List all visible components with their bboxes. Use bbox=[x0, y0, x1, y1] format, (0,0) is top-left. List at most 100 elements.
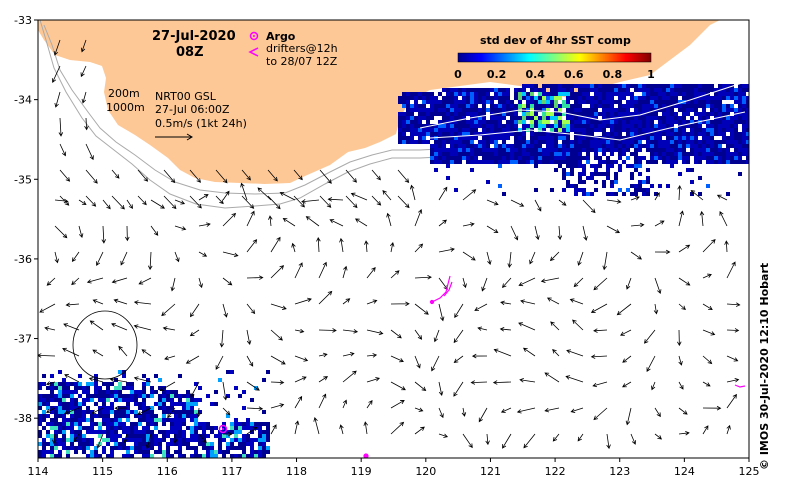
sst-pixel bbox=[534, 132, 538, 136]
sst-pixel bbox=[482, 108, 486, 112]
sst-pixel bbox=[54, 398, 58, 402]
sst-pixel bbox=[602, 88, 606, 92]
sst-pixel bbox=[122, 374, 126, 378]
sst-pixel bbox=[566, 108, 570, 112]
sst-pixel bbox=[542, 124, 546, 128]
sst-pixel bbox=[602, 104, 606, 108]
sst-pixel bbox=[682, 108, 686, 112]
sst-pixel bbox=[430, 144, 434, 148]
sst-pixel bbox=[230, 438, 234, 442]
current-arrow bbox=[291, 242, 296, 253]
sst-pixel bbox=[570, 108, 574, 112]
sst-pixel bbox=[530, 92, 534, 96]
sst-pixel bbox=[258, 422, 262, 426]
current-arrow bbox=[453, 355, 464, 363]
sst-pixel bbox=[218, 446, 222, 450]
current-arrow bbox=[414, 381, 427, 392]
current-arrow bbox=[246, 275, 264, 280]
sst-pixel bbox=[518, 132, 522, 136]
sst-pixel bbox=[638, 84, 642, 88]
sst-pixel bbox=[642, 120, 646, 124]
sst-pixel bbox=[402, 96, 406, 100]
sst-pixel bbox=[102, 402, 106, 406]
sst-pixel bbox=[526, 140, 530, 144]
sst-pixel bbox=[702, 156, 706, 160]
current-arrow bbox=[167, 407, 176, 419]
sst-pixel bbox=[490, 156, 494, 160]
sst-pixel bbox=[494, 92, 498, 96]
current-arrow bbox=[59, 169, 71, 182]
sst-pixel bbox=[442, 88, 446, 92]
sst-pixel bbox=[714, 140, 718, 144]
sst-pixel bbox=[550, 156, 554, 160]
sst-pixel bbox=[730, 152, 734, 156]
sst-pixel bbox=[594, 104, 598, 108]
current-arrow bbox=[546, 297, 560, 305]
sst-pixel bbox=[558, 92, 562, 96]
sst-pixel bbox=[582, 120, 586, 124]
sst-pixel bbox=[438, 148, 442, 152]
current-arrow bbox=[318, 290, 333, 305]
sst-pixel bbox=[718, 132, 722, 136]
sst-pixel bbox=[482, 88, 486, 92]
sst-pixel bbox=[490, 120, 494, 124]
sst-pixel bbox=[482, 120, 486, 124]
current-arrow bbox=[630, 196, 640, 201]
sst-pixel bbox=[646, 116, 650, 120]
sst-pixel bbox=[678, 172, 682, 176]
sst-pixel bbox=[734, 96, 738, 100]
sst-pixel bbox=[642, 96, 646, 100]
sst-pixel bbox=[490, 160, 494, 164]
sst-pixel bbox=[574, 192, 578, 196]
sst-pixel bbox=[110, 422, 114, 426]
sst-pixel bbox=[234, 426, 238, 430]
sst-pixel bbox=[530, 116, 534, 120]
sst-pixel bbox=[578, 132, 582, 136]
sst-pixel bbox=[674, 112, 678, 116]
current-arrow bbox=[313, 417, 320, 435]
sst-pixel bbox=[70, 394, 74, 398]
sst-pixel bbox=[74, 434, 78, 438]
sst-pixel bbox=[518, 160, 522, 164]
sst-pixel bbox=[166, 446, 170, 450]
sst-pixel bbox=[218, 442, 222, 446]
sst-pixel bbox=[162, 410, 166, 414]
sst-pixel bbox=[150, 430, 154, 434]
sst-pixel bbox=[702, 92, 706, 96]
sst-pixel bbox=[646, 188, 650, 192]
current-arrow bbox=[510, 199, 525, 207]
current-arrow bbox=[523, 433, 536, 449]
sst-pixel bbox=[726, 140, 730, 144]
current-arrow bbox=[339, 424, 344, 435]
sst-pixel bbox=[518, 156, 522, 160]
sst-pixel bbox=[570, 152, 574, 156]
sst-pixel bbox=[98, 414, 102, 418]
sst-pixel bbox=[74, 446, 78, 450]
sst-pixel bbox=[406, 120, 410, 124]
sst-pixel bbox=[618, 120, 622, 124]
sst-pixel bbox=[574, 152, 578, 156]
sst-pixel bbox=[522, 124, 526, 128]
sst-pixel bbox=[494, 152, 498, 156]
sst-pixel bbox=[446, 104, 450, 108]
sst-pixel bbox=[606, 140, 610, 144]
sst-pixel bbox=[486, 128, 490, 132]
sst-pixel bbox=[46, 430, 50, 434]
sst-pixel bbox=[446, 112, 450, 116]
sst-pixel bbox=[534, 112, 538, 116]
sst-pixel bbox=[58, 398, 62, 402]
sst-pixel bbox=[222, 426, 226, 430]
current-arrow bbox=[222, 212, 237, 227]
sst-pixel bbox=[606, 104, 610, 108]
sst-pixel bbox=[514, 120, 518, 124]
current-arrow bbox=[702, 303, 713, 311]
current-arrow bbox=[481, 277, 488, 292]
current-arrow bbox=[246, 406, 264, 411]
current-arrow bbox=[133, 324, 152, 331]
sst-pixel bbox=[646, 112, 650, 116]
current-arrow bbox=[397, 169, 410, 184]
sst-pixel bbox=[746, 108, 749, 112]
sst-pixel bbox=[498, 116, 502, 120]
sst-pixel bbox=[110, 406, 114, 410]
sst-pixel bbox=[126, 438, 130, 442]
